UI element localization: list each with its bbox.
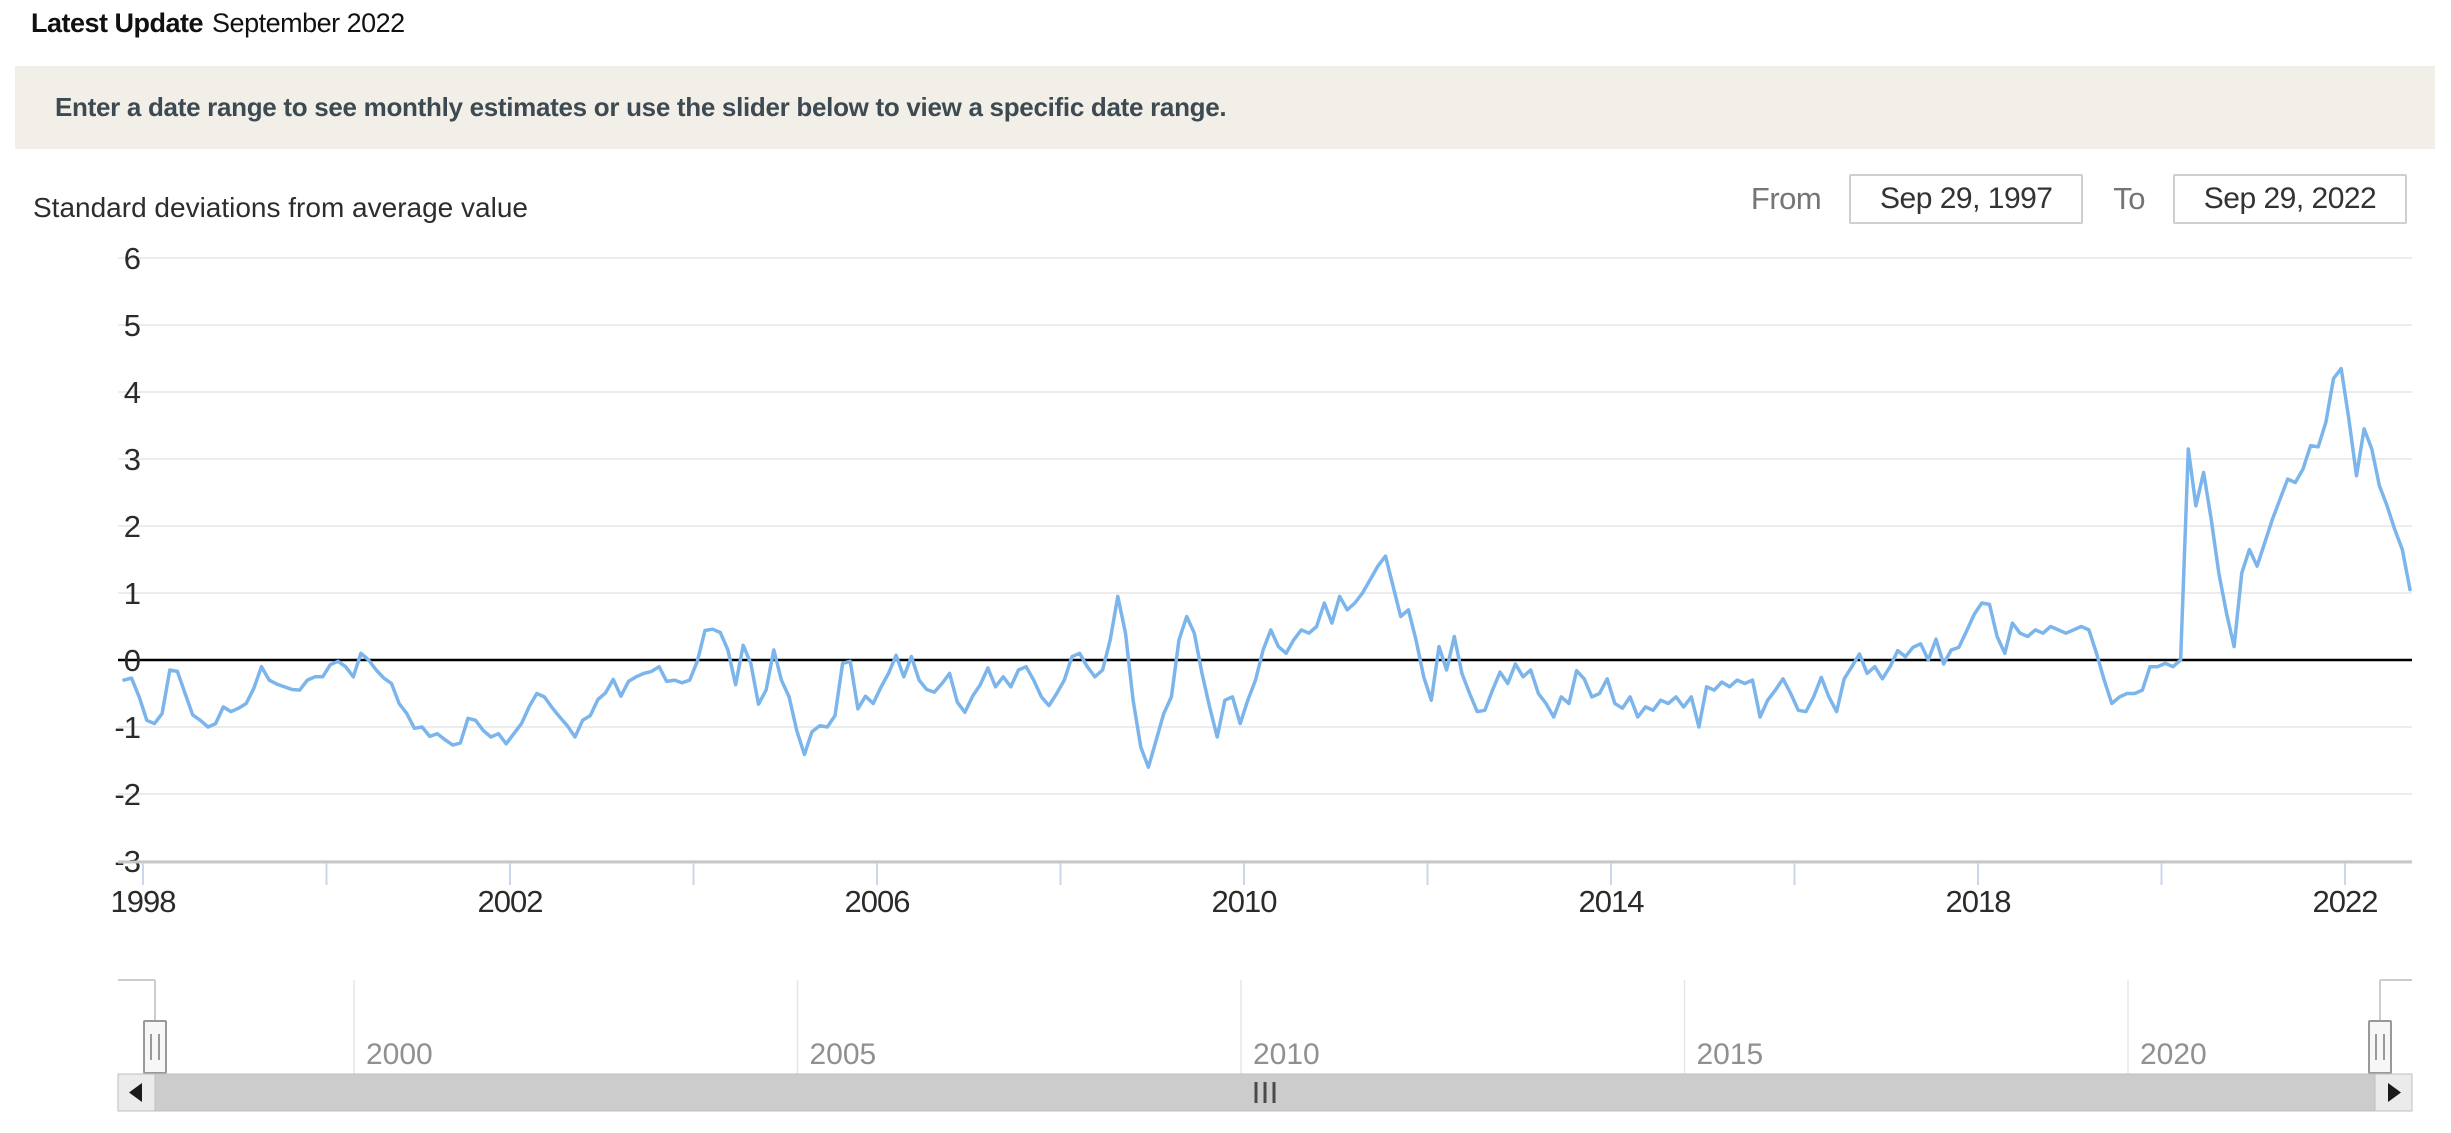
y-axis-label: 6: [124, 241, 140, 276]
x-axis-label: 2006: [845, 884, 910, 919]
notice-bar: Enter a date range to see monthly estima…: [15, 66, 2435, 149]
navigator-year-label: 2010: [1253, 1038, 1320, 1071]
y-axis-label: 2: [124, 509, 140, 544]
button-body[interactable]: [2374, 1073, 2413, 1112]
x-axis-label: 2010: [1212, 884, 1278, 919]
to-date-input[interactable]: [2173, 174, 2407, 224]
navigator-year-label: 2020: [2140, 1038, 2207, 1071]
left-arrow-icon: [129, 1083, 142, 1102]
y-axis-label: -1: [114, 710, 140, 745]
navigator-handle-right[interactable]: [2368, 1020, 2392, 1074]
latest-update-label: Latest Update: [31, 8, 204, 38]
notice-text: Enter a date range to see monthly estima…: [55, 92, 1227, 122]
y-axis-label: 0: [124, 643, 141, 678]
y-axis-label: -2: [114, 777, 140, 812]
navigator-handle-left[interactable]: [143, 1020, 167, 1074]
y-axis-label: 5: [124, 308, 140, 343]
y-axis-label: 4: [124, 375, 141, 410]
handle-body[interactable]: [2368, 1020, 2392, 1074]
navigator-year-label: 2000: [366, 1038, 433, 1071]
plot-area[interactable]: [118, 245, 2412, 862]
chart-title: Standard deviations from average value: [33, 192, 528, 223]
y-axis-label: 1: [124, 576, 140, 611]
navigator-year-label: 2005: [810, 1038, 877, 1071]
handle-body[interactable]: [143, 1020, 167, 1074]
from-label: From: [1750, 181, 1822, 216]
from-date-input[interactable]: [1849, 174, 2084, 224]
x-axis-label: 1998: [111, 884, 176, 919]
scrollbar-right-button[interactable]: [2374, 1073, 2413, 1112]
right-arrow-icon: [2388, 1083, 2401, 1102]
x-axis-label: 2002: [478, 884, 543, 919]
navigator-year-label: 2015: [1697, 1038, 1764, 1071]
scrollbar-grip[interactable]: [1254, 1082, 1276, 1103]
series-line: [122, 366, 2412, 769]
x-axis-label: 2014: [1579, 884, 1645, 919]
latest-update: Latest Update September 2022: [31, 8, 405, 39]
to-label: To: [2113, 181, 2145, 216]
date-range-controls: From To: [1751, 174, 2407, 224]
x-axis-label: 2018: [1946, 884, 2011, 919]
scrollbar-left-button[interactable]: [117, 1073, 156, 1112]
y-axis-label: 3: [124, 442, 140, 477]
latest-update-value: September 2022: [212, 8, 405, 38]
x-axis-label: 2022: [2313, 884, 2378, 919]
